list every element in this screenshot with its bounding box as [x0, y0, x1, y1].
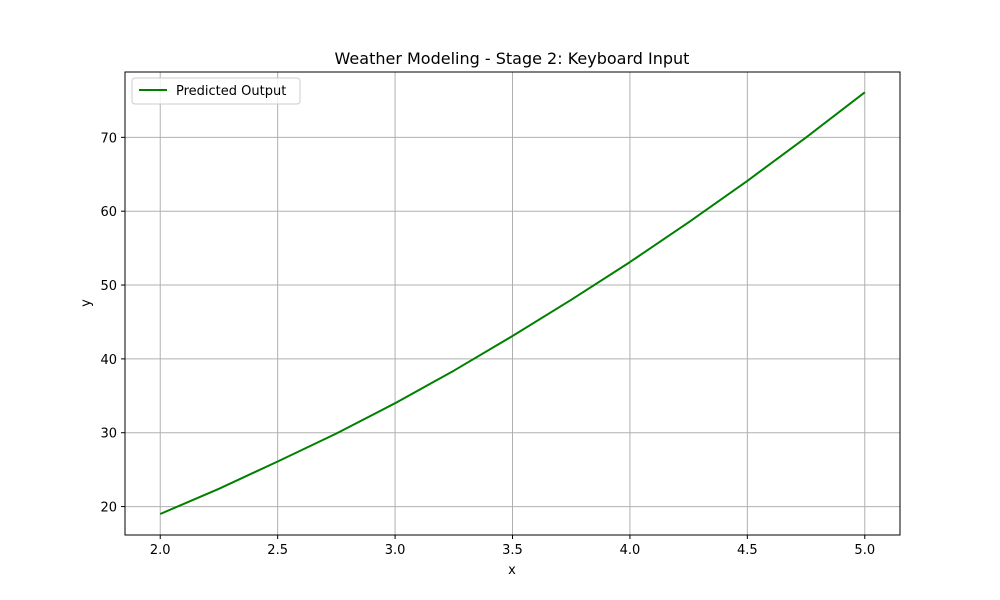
y-tick-label: 70: [100, 131, 117, 146]
x-tick-label: 5.0: [854, 543, 875, 558]
y-tick-label: 20: [100, 501, 117, 516]
grid: [125, 72, 900, 535]
series-layer: [159, 91, 866, 515]
ticks: 2.0 2.5 3.0 3.5 4.0 4.5 5.0 20 30 40 50 60 70: [100, 131, 875, 558]
series-line-predicted-output: [159, 91, 866, 515]
y-axis-title: y: [79, 299, 94, 307]
legend: Predicted Output: [131, 77, 301, 105]
x-axis-title: x: [508, 563, 516, 578]
x-tick-label: 2.0: [150, 543, 171, 558]
x-tick-label: 3.0: [385, 543, 406, 558]
y-tick-label: 50: [100, 279, 117, 294]
x-tick-label: 4.0: [620, 543, 641, 558]
y-tick-label: 40: [100, 353, 117, 368]
legend-box: [131, 77, 301, 105]
x-tick-label: 3.5: [502, 543, 523, 558]
x-tick-label: 4.5: [737, 543, 758, 558]
y-tick-label: 30: [100, 427, 117, 442]
x-tick-label: 2.5: [267, 543, 288, 558]
chart-title: Weather Modeling - Stage 2: Keyboard Inp…: [335, 49, 690, 68]
legend-label: Predicted Output: [176, 84, 286, 99]
y-tick-label: 60: [100, 205, 117, 220]
